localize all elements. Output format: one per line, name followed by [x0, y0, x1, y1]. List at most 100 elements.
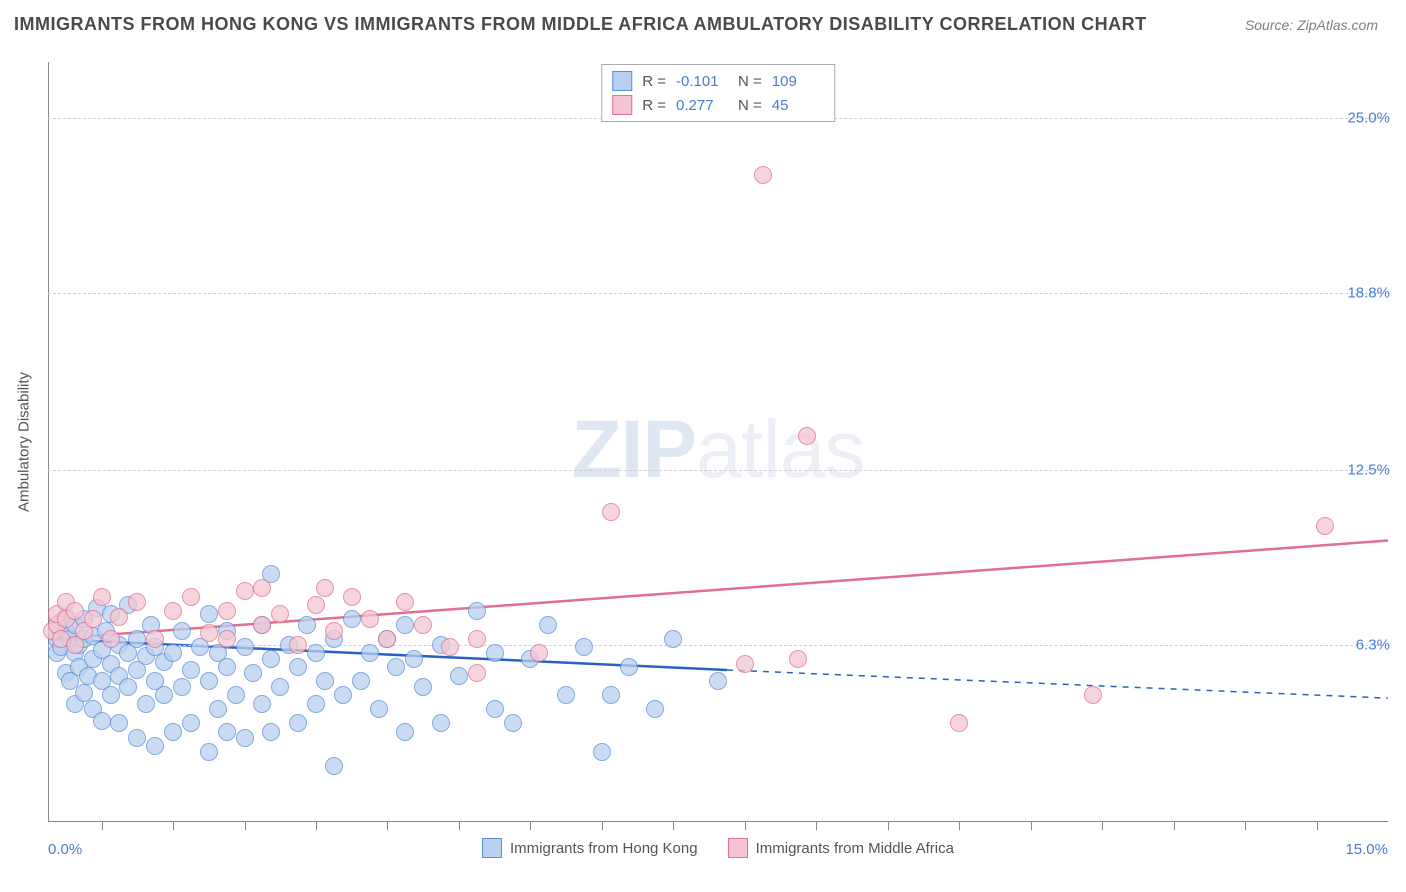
scatter-point — [262, 723, 280, 741]
scatter-point — [316, 672, 334, 690]
scatter-point — [343, 588, 361, 606]
scatter-point — [378, 630, 396, 648]
scatter-point — [128, 593, 146, 611]
x-tick — [745, 822, 746, 830]
x-axis-max-label: 15.0% — [1345, 841, 1388, 858]
scatter-point — [593, 743, 611, 761]
x-tick — [245, 822, 246, 830]
scatter-point — [396, 593, 414, 611]
trendline-extrapolated — [727, 670, 1388, 698]
scatter-point — [1316, 517, 1334, 535]
scatter-point — [789, 650, 807, 668]
x-axis-line — [48, 821, 1388, 822]
scatter-point — [387, 658, 405, 676]
scatter-point — [200, 672, 218, 690]
series-legend: Immigrants from Hong Kong Immigrants from… — [482, 838, 954, 858]
x-tick — [1031, 822, 1032, 830]
scatter-point — [646, 700, 664, 718]
scatter-point — [75, 684, 93, 702]
scatter-point — [343, 610, 361, 628]
scatter-point — [155, 686, 173, 704]
scatter-point — [307, 596, 325, 614]
x-tick — [673, 822, 674, 830]
scatter-point — [182, 588, 200, 606]
scatter-point — [709, 672, 727, 690]
scatter-point — [298, 616, 316, 634]
scatter-point — [1084, 686, 1102, 704]
scatter-point — [182, 714, 200, 732]
scatter-point — [405, 650, 423, 668]
scatter-point — [468, 664, 486, 682]
scatter-point — [93, 712, 111, 730]
scatter-point — [164, 602, 182, 620]
legend-label: Immigrants from Hong Kong — [510, 840, 698, 857]
scatter-point — [468, 602, 486, 620]
legend-swatch — [728, 838, 748, 858]
scatter-point — [200, 743, 218, 761]
scatter-point — [110, 714, 128, 732]
x-axis-min-label: 0.0% — [48, 841, 82, 858]
r-label: R = — [642, 97, 666, 114]
r-value: -0.101 — [676, 73, 728, 90]
gridline — [48, 470, 1388, 471]
source-attribution: Source: ZipAtlas.com — [1245, 17, 1378, 33]
x-tick — [173, 822, 174, 830]
scatter-point — [504, 714, 522, 732]
r-label: R = — [642, 73, 666, 90]
scatter-point — [119, 678, 137, 696]
scatter-point — [218, 658, 236, 676]
scatter-point — [164, 723, 182, 741]
r-value: 0.277 — [676, 97, 728, 114]
y-tick-label: 6.3% — [1356, 636, 1390, 653]
y-tick-label: 18.8% — [1347, 284, 1390, 301]
scatter-point — [128, 729, 146, 747]
x-tick — [1317, 822, 1318, 830]
scatter-point — [325, 757, 343, 775]
scatter-point — [539, 616, 557, 634]
scatter-point — [209, 700, 227, 718]
gridline — [48, 293, 1388, 294]
scatter-point — [102, 630, 120, 648]
scatter-point — [736, 655, 754, 673]
n-value: 109 — [772, 73, 824, 90]
scatter-point — [262, 650, 280, 668]
chart-header: IMMIGRANTS FROM HONG KONG VS IMMIGRANTS … — [0, 0, 1406, 43]
x-tick — [316, 822, 317, 830]
scatter-point — [575, 638, 593, 656]
legend-item: Immigrants from Middle Africa — [728, 838, 954, 858]
scatter-point — [432, 714, 450, 732]
x-tick — [1174, 822, 1175, 830]
y-tick-label: 25.0% — [1347, 110, 1390, 127]
scatter-point — [325, 622, 343, 640]
scatter-point — [137, 695, 155, 713]
y-axis-line — [48, 62, 49, 822]
scatter-point — [950, 714, 968, 732]
scatter-point — [352, 672, 370, 690]
scatter-point — [754, 166, 772, 184]
chart-title: IMMIGRANTS FROM HONG KONG VS IMMIGRANTS … — [14, 14, 1147, 35]
n-label: N = — [738, 73, 762, 90]
x-tick — [387, 822, 388, 830]
scatter-point — [253, 695, 271, 713]
scatter-point — [173, 622, 191, 640]
scatter-point — [316, 579, 334, 597]
correlation-legend-row: R = -0.101 N = 109 — [612, 69, 824, 93]
scatter-point — [236, 582, 254, 600]
scatter-point — [227, 686, 245, 704]
scatter-point — [798, 427, 816, 445]
scatter-point — [396, 723, 414, 741]
legend-swatch — [612, 95, 632, 115]
scatter-point — [307, 644, 325, 662]
y-axis-label: Ambulatory Disability — [16, 372, 33, 512]
x-tick — [1245, 822, 1246, 830]
scatter-point — [664, 630, 682, 648]
scatter-point — [253, 616, 271, 634]
legend-swatch — [482, 838, 502, 858]
scatter-point — [361, 610, 379, 628]
scatter-point — [289, 658, 307, 676]
plot-region: 6.3%12.5%18.8%25.0% — [48, 62, 1388, 822]
scatter-point — [93, 588, 111, 606]
scatter-point — [218, 723, 236, 741]
scatter-point — [557, 686, 575, 704]
chart-area: Ambulatory Disability ZIPatlas 6.3%12.5%… — [48, 62, 1388, 822]
